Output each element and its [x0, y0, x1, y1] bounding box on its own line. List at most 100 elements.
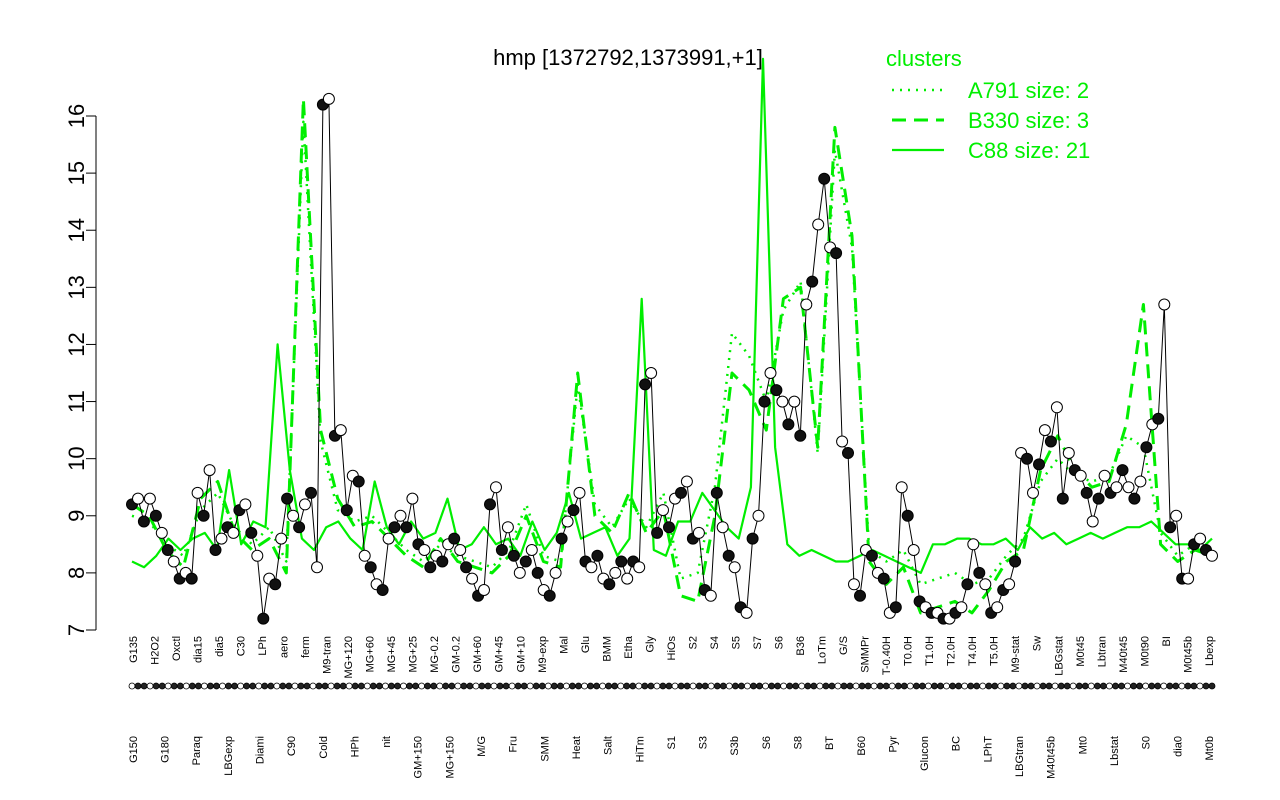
rug-mark [750, 682, 757, 690]
data-point [454, 544, 467, 556]
x-lower-tick-label: S1 [666, 736, 678, 749]
rug-mark [351, 682, 359, 690]
rug-mark [146, 682, 154, 690]
data-point [149, 509, 162, 522]
data-point [143, 492, 156, 505]
rug-mark [285, 682, 293, 690]
data-point [448, 532, 461, 545]
data-point [358, 549, 371, 562]
rug-mark [448, 682, 456, 690]
rug-mark [128, 682, 136, 690]
data-point [967, 538, 980, 551]
data-point [836, 435, 849, 448]
data-point [561, 515, 574, 528]
data-point [525, 544, 538, 556]
y-tick-label: 16 [64, 104, 89, 128]
data-point [901, 509, 914, 522]
rug-mark [249, 682, 257, 690]
x-lower-tick-label: S3 [698, 736, 710, 749]
x-upper-tick-label: G135 [128, 636, 140, 663]
rug-mark [1130, 682, 1137, 690]
x-lower-tick-label: LBGexp [223, 736, 235, 776]
rug-mark [1087, 682, 1095, 690]
data-point [311, 561, 323, 574]
y-tick-label: 11 [64, 390, 89, 413]
rug-mark [659, 682, 667, 690]
x-lower-tick-label: S3b [729, 736, 741, 756]
data-point [728, 561, 741, 574]
data-point [364, 561, 377, 574]
rug-mark [725, 682, 733, 690]
data-point [406, 492, 419, 505]
data-point [513, 566, 526, 579]
y-tick-label: 14 [64, 218, 89, 242]
rug-mark [804, 682, 812, 690]
x-lower-tick-label: S6 [761, 736, 773, 749]
rug-mark [979, 682, 987, 690]
x-upper-tick-label: C30 [236, 636, 248, 656]
rug-mark [297, 682, 305, 690]
x-lower-tick-label: B60 [856, 736, 868, 756]
rug-mark [1081, 682, 1089, 690]
x-upper-tick-label: BMM [601, 636, 613, 662]
data-point [818, 172, 831, 185]
rug-mark [206, 682, 214, 690]
rug-mark [1045, 682, 1053, 690]
data-point [973, 566, 986, 579]
data-point [657, 504, 669, 517]
rug-mark [412, 682, 420, 690]
rug-mark [888, 682, 896, 690]
data-point [490, 481, 502, 494]
y-tick-label: 15 [64, 161, 89, 185]
rug-mark [557, 682, 564, 690]
rug-mark [846, 682, 854, 690]
rug-mark [1051, 682, 1059, 690]
x-upper-tick-label: dia15 [193, 636, 205, 663]
data-point [1140, 441, 1153, 454]
data-point [1086, 515, 1099, 528]
data-point [352, 475, 365, 488]
rug-mark [919, 682, 926, 690]
data-point [1033, 458, 1045, 471]
rug-mark [508, 682, 516, 690]
x-lower-tick-label: HiTm [634, 736, 646, 762]
x-upper-tick-label: S5 [731, 636, 743, 649]
rug-mark [1196, 682, 1204, 690]
data-point [794, 429, 807, 442]
data-point [543, 589, 556, 602]
rug-mark [400, 682, 407, 690]
data-point [1050, 401, 1063, 414]
x-lower-tick-label: M40t45b [1046, 736, 1058, 779]
rug-mark [1172, 682, 1180, 690]
data-point [275, 532, 288, 545]
rug-mark [1160, 682, 1168, 690]
rug-mark [472, 682, 480, 690]
rug-mark [213, 682, 220, 690]
rug-mark [502, 682, 510, 690]
rug-mark [641, 682, 649, 690]
data-point [257, 612, 270, 625]
data-point [1170, 509, 1183, 522]
rug-mark [255, 682, 263, 690]
data-point [281, 492, 294, 505]
x-upper-tick-label: GM-0.2 [451, 636, 463, 673]
x-lower-tick-label: dia0 [1172, 736, 1184, 757]
x-upper-tick-label: G/S [838, 636, 850, 655]
data-point [1074, 469, 1087, 482]
rug-mark [1184, 682, 1192, 690]
rug-mark [387, 682, 395, 690]
rug-mark [532, 682, 540, 690]
data-point [501, 521, 514, 534]
rug-mark [840, 682, 848, 690]
x-lower-tick-label: Fru [508, 736, 520, 753]
x-upper-tick-label: T0.0H [903, 636, 915, 666]
rug-mark [1063, 682, 1071, 690]
x-lower-tick-label: LBGtran [1014, 736, 1026, 777]
rug-mark [617, 682, 625, 690]
rug-mark [526, 682, 534, 690]
data-point [895, 481, 908, 494]
data-point [889, 601, 902, 614]
data-point [1152, 412, 1165, 425]
rug-mark [1015, 682, 1023, 690]
data-point [1027, 486, 1039, 499]
